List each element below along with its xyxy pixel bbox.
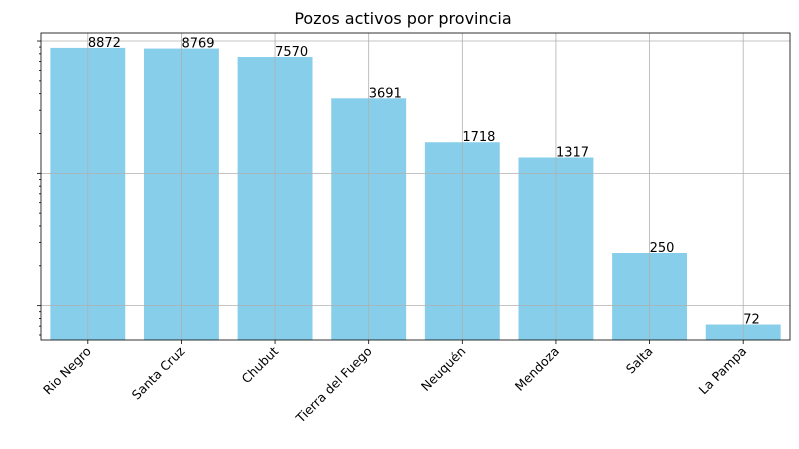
x-tick-label: Mendoza xyxy=(512,344,562,394)
data-label: 7570 xyxy=(275,45,308,60)
x-tick-label: Santa Cruz xyxy=(129,343,188,402)
x-tick-label: Salta xyxy=(623,344,656,377)
plot-area: Rio Negro Santa Cruz Chubut Tierra del Fueg… xyxy=(37,32,791,427)
data-label: 3691 xyxy=(369,86,402,101)
data-label: 250 xyxy=(650,241,675,256)
chart-title: Pozos activos por provincia xyxy=(294,9,511,28)
x-tick-label: Rio Negro xyxy=(40,344,94,398)
data-label: 72 xyxy=(743,313,760,328)
x-tick-label: Tierra del Fuego xyxy=(292,344,375,427)
axes-frame xyxy=(40,32,791,341)
x-tick-label: Neuquén xyxy=(418,344,469,395)
x-tick-label: Chubut xyxy=(239,343,282,386)
data-label: 1718 xyxy=(462,130,495,145)
data-label: 1317 xyxy=(556,146,589,161)
data-label: 8769 xyxy=(181,37,214,52)
x-tick-label: La Pampa xyxy=(696,344,750,398)
data-label: 8872 xyxy=(88,36,121,51)
